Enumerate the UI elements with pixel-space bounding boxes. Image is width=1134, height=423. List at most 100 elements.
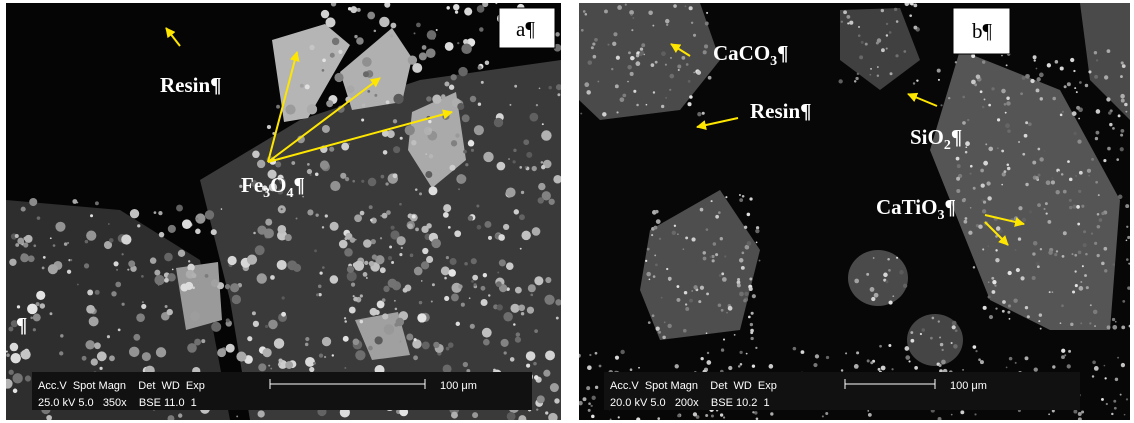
grain bbox=[445, 346, 450, 351]
grain bbox=[706, 351, 710, 355]
grain bbox=[960, 410, 965, 415]
grain bbox=[657, 417, 661, 420]
grain bbox=[412, 339, 422, 349]
grain bbox=[521, 230, 531, 241]
grain bbox=[648, 278, 651, 281]
label-sio2: SiO2¶ bbox=[910, 125, 962, 153]
grain bbox=[512, 160, 516, 164]
grain bbox=[891, 368, 894, 371]
grain bbox=[726, 311, 728, 314]
grain bbox=[225, 318, 230, 323]
grain bbox=[407, 223, 413, 229]
grain bbox=[594, 37, 598, 42]
grain bbox=[470, 258, 477, 265]
grain bbox=[695, 415, 700, 419]
grain bbox=[692, 412, 698, 417]
grain bbox=[399, 136, 403, 140]
grain bbox=[278, 358, 283, 363]
grain bbox=[1032, 55, 1037, 60]
grain bbox=[655, 326, 660, 331]
grain bbox=[755, 226, 760, 230]
grain bbox=[493, 117, 504, 128]
grain bbox=[706, 292, 709, 296]
grain bbox=[426, 30, 437, 40]
grain bbox=[588, 402, 591, 406]
grain bbox=[523, 139, 530, 146]
grain bbox=[689, 298, 693, 303]
grain bbox=[1116, 158, 1120, 161]
grain bbox=[348, 142, 351, 145]
grain bbox=[661, 51, 666, 57]
grain bbox=[432, 94, 442, 104]
grain bbox=[265, 218, 273, 226]
grain bbox=[319, 160, 330, 170]
grain bbox=[1125, 110, 1128, 113]
grain bbox=[846, 15, 851, 19]
grain bbox=[1025, 73, 1030, 79]
grain bbox=[1083, 230, 1087, 234]
grain bbox=[444, 42, 454, 51]
grain bbox=[99, 366, 103, 370]
grain bbox=[454, 230, 462, 238]
grain bbox=[540, 161, 544, 164]
grain bbox=[519, 247, 522, 250]
grain bbox=[889, 72, 893, 76]
grain bbox=[1103, 246, 1108, 251]
grain bbox=[385, 100, 390, 105]
grain bbox=[359, 210, 365, 216]
grain bbox=[982, 305, 987, 310]
grain bbox=[1014, 248, 1017, 251]
grain bbox=[444, 81, 450, 87]
grain bbox=[988, 103, 991, 107]
grain bbox=[411, 214, 416, 219]
grain bbox=[514, 336, 522, 343]
grain bbox=[619, 97, 625, 103]
grain bbox=[251, 311, 256, 316]
grain bbox=[416, 22, 421, 28]
grain bbox=[412, 62, 423, 73]
label-resin: Resin¶ bbox=[750, 99, 812, 123]
grain bbox=[883, 278, 887, 282]
grain bbox=[115, 281, 122, 288]
grain bbox=[536, 395, 545, 404]
grain bbox=[497, 271, 500, 274]
grain bbox=[586, 386, 591, 391]
grain bbox=[873, 292, 879, 298]
grain bbox=[268, 364, 271, 367]
grain bbox=[1079, 81, 1082, 84]
grain bbox=[992, 280, 997, 285]
grain bbox=[1055, 189, 1060, 195]
grain bbox=[622, 93, 627, 98]
grain bbox=[692, 33, 697, 37]
grain bbox=[383, 285, 390, 293]
grain bbox=[683, 290, 688, 295]
grain bbox=[36, 216, 41, 220]
grain bbox=[236, 351, 247, 362]
grain bbox=[535, 104, 539, 107]
grain bbox=[738, 194, 741, 197]
grain bbox=[428, 186, 438, 196]
grain bbox=[972, 266, 976, 269]
grain bbox=[338, 239, 348, 249]
grain bbox=[513, 148, 517, 153]
grain bbox=[195, 228, 201, 235]
grain bbox=[733, 333, 736, 336]
grain bbox=[103, 240, 113, 250]
grain bbox=[367, 11, 376, 20]
grain bbox=[371, 254, 378, 260]
grain bbox=[1101, 211, 1105, 216]
grain bbox=[685, 236, 689, 240]
grain bbox=[1077, 417, 1082, 420]
grain bbox=[654, 60, 658, 64]
grain bbox=[1006, 166, 1011, 171]
grain bbox=[467, 140, 475, 147]
grain bbox=[1064, 354, 1067, 357]
grain bbox=[30, 316, 34, 320]
grain bbox=[367, 89, 371, 93]
grain bbox=[10, 352, 21, 364]
grain bbox=[277, 188, 284, 195]
grain bbox=[330, 180, 341, 192]
grain bbox=[1059, 322, 1062, 325]
grain bbox=[505, 187, 516, 198]
grain bbox=[1107, 146, 1111, 151]
